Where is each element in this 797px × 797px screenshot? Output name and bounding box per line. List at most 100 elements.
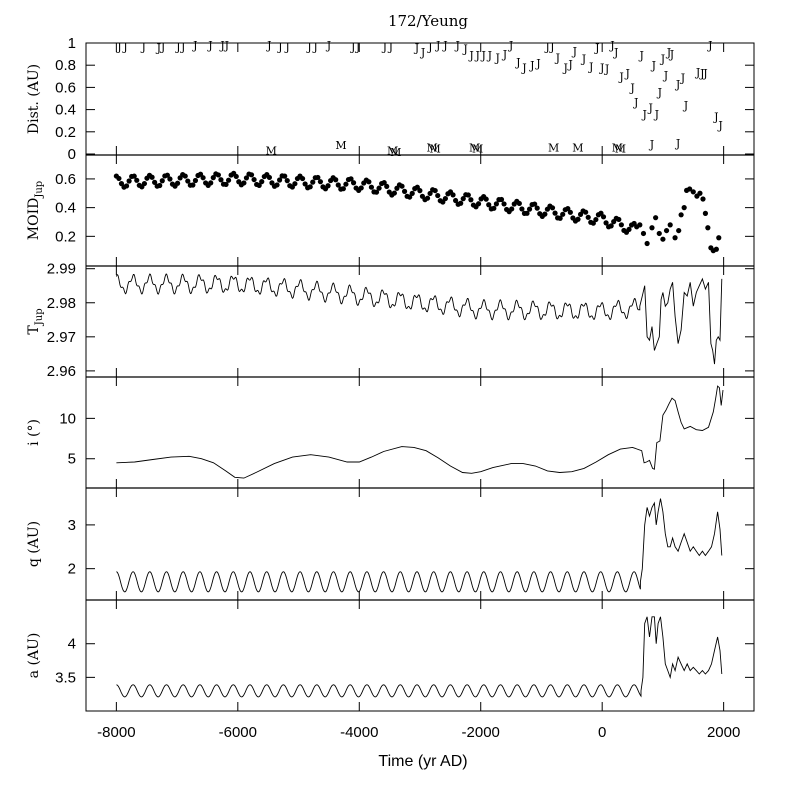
y-tick-label: 2.97 xyxy=(47,329,76,346)
panel-incl: 5 10 i (°) xyxy=(26,376,754,488)
moid-point xyxy=(373,189,380,195)
y-tick-label: 0.8 xyxy=(55,57,76,74)
moid-point xyxy=(593,216,599,223)
jupiter-encounter-marker: J xyxy=(224,39,229,52)
mars-encounter-marker: M xyxy=(615,142,626,155)
moid-point xyxy=(483,196,489,202)
moid-point xyxy=(248,172,255,178)
moid-point xyxy=(608,223,614,229)
jupiter-encounter-marker: J xyxy=(474,49,479,62)
moid-point xyxy=(243,175,250,181)
y-tick-label: 0 xyxy=(68,146,76,163)
y-tick-label: 4 xyxy=(68,636,76,653)
incl-series-line xyxy=(116,385,724,479)
y-axis-label: MOIDJup xyxy=(26,181,45,240)
moid-point xyxy=(424,195,431,201)
moid-point xyxy=(315,174,321,181)
moid-point xyxy=(427,190,433,197)
y-axis-label: q (AU) xyxy=(26,521,42,567)
jupiter-encounter-marker: J xyxy=(462,43,467,56)
jupiter-encounter-marker: J xyxy=(306,40,311,53)
moid-point xyxy=(583,209,589,215)
moid-point xyxy=(690,189,696,195)
x-tick-label: 0 xyxy=(598,724,606,741)
jupiter-encounter-marker: J xyxy=(699,67,704,80)
moid-point xyxy=(493,201,499,207)
moid-point xyxy=(292,181,298,187)
moid-point xyxy=(656,230,662,237)
moid-point xyxy=(716,235,722,241)
jupiter-encounter-marker: J xyxy=(481,49,486,62)
moid-point xyxy=(251,176,257,183)
moid-point xyxy=(417,188,423,194)
moid-point xyxy=(681,205,687,211)
moid-point xyxy=(256,182,262,188)
y-axis-label: Dist. (AU) xyxy=(26,64,42,134)
jupiter-encounter-marker: J xyxy=(266,39,271,52)
x-axis: -8000 -6000 -4000 -2000 0 2000 xyxy=(97,724,740,741)
q-series-line xyxy=(116,498,723,593)
jupiter-encounter-marker: J xyxy=(156,41,161,54)
moid-point xyxy=(603,220,609,226)
moid-point xyxy=(299,175,306,182)
moid-point xyxy=(465,192,471,198)
moid-point xyxy=(491,205,497,211)
jupiter-encounter-marker: J xyxy=(326,39,331,52)
jupiter-encounter-marker: J xyxy=(414,41,419,54)
jupiter-encounter-marker: J xyxy=(588,60,593,73)
y-tick-label: 0.6 xyxy=(55,79,76,96)
moid-point xyxy=(618,222,624,228)
moid-point xyxy=(218,177,224,183)
jupiter-encounter-marker: J xyxy=(663,69,668,82)
moid-point xyxy=(192,177,199,184)
y-tick-label: 0.4 xyxy=(55,200,76,217)
jupiter-encounter-marker: J xyxy=(420,46,425,59)
y-tick-label: 0.4 xyxy=(55,102,76,119)
moid-point xyxy=(182,173,188,179)
moid-point xyxy=(358,185,364,191)
jupiter-encounter-marker: J xyxy=(140,40,145,53)
y-tick-label: 3.5 xyxy=(55,669,76,686)
moid-point xyxy=(687,186,693,192)
moid-point xyxy=(123,183,130,189)
jupiter-encounter-marker: J xyxy=(544,40,549,53)
moid-point xyxy=(705,225,711,231)
moid-point xyxy=(340,186,346,192)
jupiter-encounter-marker: J xyxy=(666,46,671,59)
jupiter-encounter-marker: J xyxy=(277,40,282,53)
moid-point xyxy=(274,182,280,188)
jupiter-encounter-marker: J xyxy=(669,48,674,61)
moid-point xyxy=(116,175,122,182)
x-tick-label: -8000 xyxy=(97,724,135,741)
jupiter-encounter-marker: J xyxy=(495,51,500,64)
moid-point xyxy=(567,209,573,215)
moid-point xyxy=(713,246,719,252)
moid-point xyxy=(126,178,132,184)
jupiter-encounter-marker: J xyxy=(629,81,634,94)
jupiter-encounter-marker: J xyxy=(160,40,165,53)
jupiter-encounter-marker: J xyxy=(454,39,459,52)
moid-point xyxy=(600,214,607,220)
y-tick-label: 2.96 xyxy=(47,363,76,380)
moid-point xyxy=(644,240,650,247)
mars-encounter-marker: M xyxy=(548,141,559,154)
jupiter-encounter-marker: J xyxy=(207,39,212,52)
jupiter-encounter-marker: J xyxy=(651,59,656,72)
moid-point xyxy=(241,180,247,186)
panel-tjup: 2.96 2.97 2.98 2.99 TJup xyxy=(26,261,754,380)
moid-point xyxy=(325,183,331,189)
moid-point xyxy=(649,225,655,231)
moid-point xyxy=(348,176,354,182)
jupiter-encounter-marker: J xyxy=(604,63,609,76)
moid-point xyxy=(317,179,324,185)
moid-point xyxy=(210,175,216,181)
jupiter-encounter-marker: J xyxy=(563,61,568,74)
moid-point xyxy=(167,176,173,182)
jupiter-encounter-marker: J xyxy=(382,40,387,53)
moid-point xyxy=(672,235,678,241)
jupiter-encounter-marker: J xyxy=(702,67,707,80)
moid-point xyxy=(302,181,308,187)
jupiter-encounter-marker: J xyxy=(594,41,599,54)
chart-title: 172/Yeung xyxy=(388,12,468,30)
